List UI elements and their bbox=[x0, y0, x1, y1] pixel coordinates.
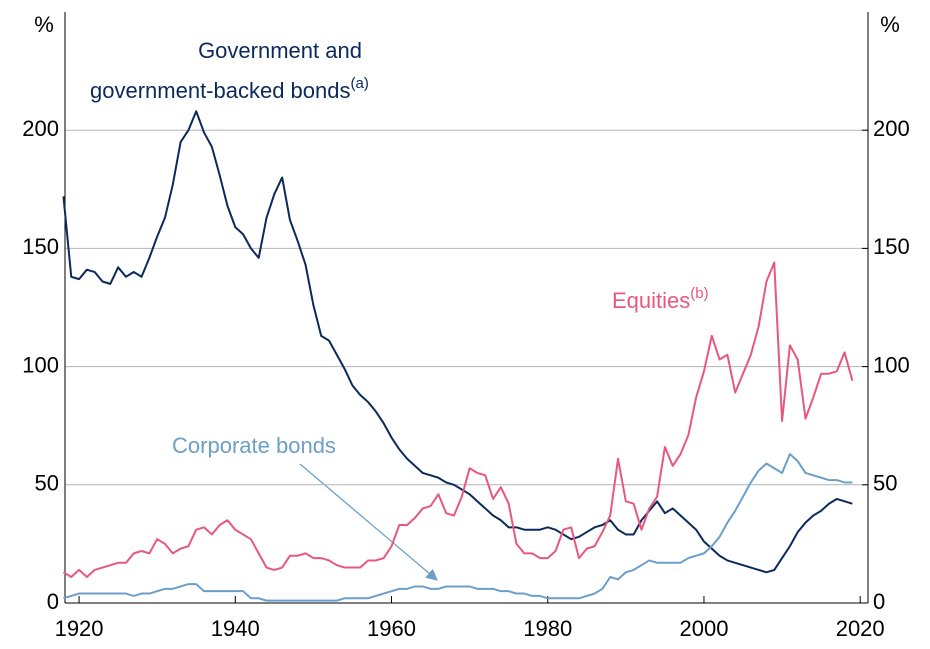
series-label-line: Equities bbox=[612, 288, 690, 313]
y-tick-label: 100 bbox=[22, 352, 59, 377]
series-note: (b) bbox=[690, 285, 708, 302]
y2-tick-label: 50 bbox=[873, 471, 897, 496]
series-line bbox=[62, 261, 854, 578]
series-label-line: Government and bbox=[198, 38, 362, 63]
series-label: government-backed bonds(a) bbox=[90, 75, 369, 103]
x-tick-label: 1980 bbox=[523, 616, 572, 641]
series-line bbox=[62, 110, 853, 574]
y2-tick-label: 200 bbox=[873, 116, 910, 141]
y2-tick-label: 0 bbox=[873, 589, 885, 614]
series-label: Equities(b) bbox=[612, 285, 709, 313]
series-label: Corporate bonds bbox=[172, 433, 336, 458]
series-label: Government and bbox=[198, 38, 362, 63]
x-tick-label: 2020 bbox=[836, 616, 885, 641]
y-tick-label: 0 bbox=[47, 589, 59, 614]
annotation-arrow bbox=[299, 463, 438, 581]
y2-unit: % bbox=[880, 12, 900, 37]
series-note: (a) bbox=[351, 75, 369, 92]
series-label-line: government-backed bonds bbox=[90, 78, 351, 103]
y2-tick-label: 150 bbox=[873, 234, 910, 259]
x-tick-label: 1940 bbox=[211, 616, 260, 641]
y-tick-label: 50 bbox=[35, 471, 59, 496]
x-tick-label: 1920 bbox=[55, 616, 104, 641]
x-tick-label: 2000 bbox=[679, 616, 728, 641]
x-tick-label: 1960 bbox=[367, 616, 416, 641]
y2-tick-label: 100 bbox=[873, 352, 910, 377]
y-tick-label: 150 bbox=[22, 234, 59, 259]
y-unit: % bbox=[34, 12, 54, 37]
series-line bbox=[63, 453, 853, 602]
y-tick-label: 200 bbox=[22, 116, 59, 141]
